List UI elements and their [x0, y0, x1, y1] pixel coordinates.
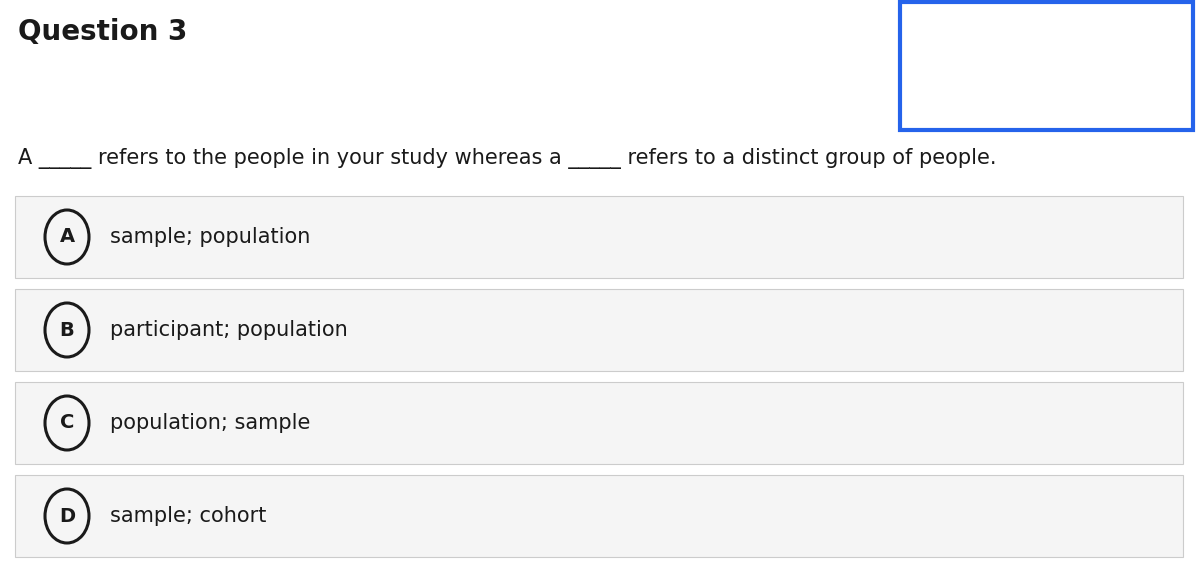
Text: D: D: [59, 506, 76, 525]
Text: sample; population: sample; population: [110, 227, 311, 247]
Ellipse shape: [46, 489, 89, 543]
Text: sample; cohort: sample; cohort: [110, 506, 266, 526]
Ellipse shape: [46, 210, 89, 264]
Text: C: C: [60, 414, 74, 433]
Text: B: B: [60, 320, 74, 339]
Ellipse shape: [46, 303, 89, 357]
Bar: [900, 2, 1193, 130]
Text: participant; population: participant; population: [110, 320, 348, 340]
Bar: [14, 475, 1183, 557]
Text: population; sample: population; sample: [110, 413, 311, 433]
Text: Question 3: Question 3: [18, 18, 187, 46]
Bar: [14, 382, 1183, 464]
Text: A _____ refers to the people in your study whereas a _____ refers to a distinct : A _____ refers to the people in your stu…: [18, 148, 996, 169]
Text: A: A: [60, 228, 74, 247]
Bar: [14, 289, 1183, 371]
Bar: [14, 196, 1183, 278]
Ellipse shape: [46, 396, 89, 450]
